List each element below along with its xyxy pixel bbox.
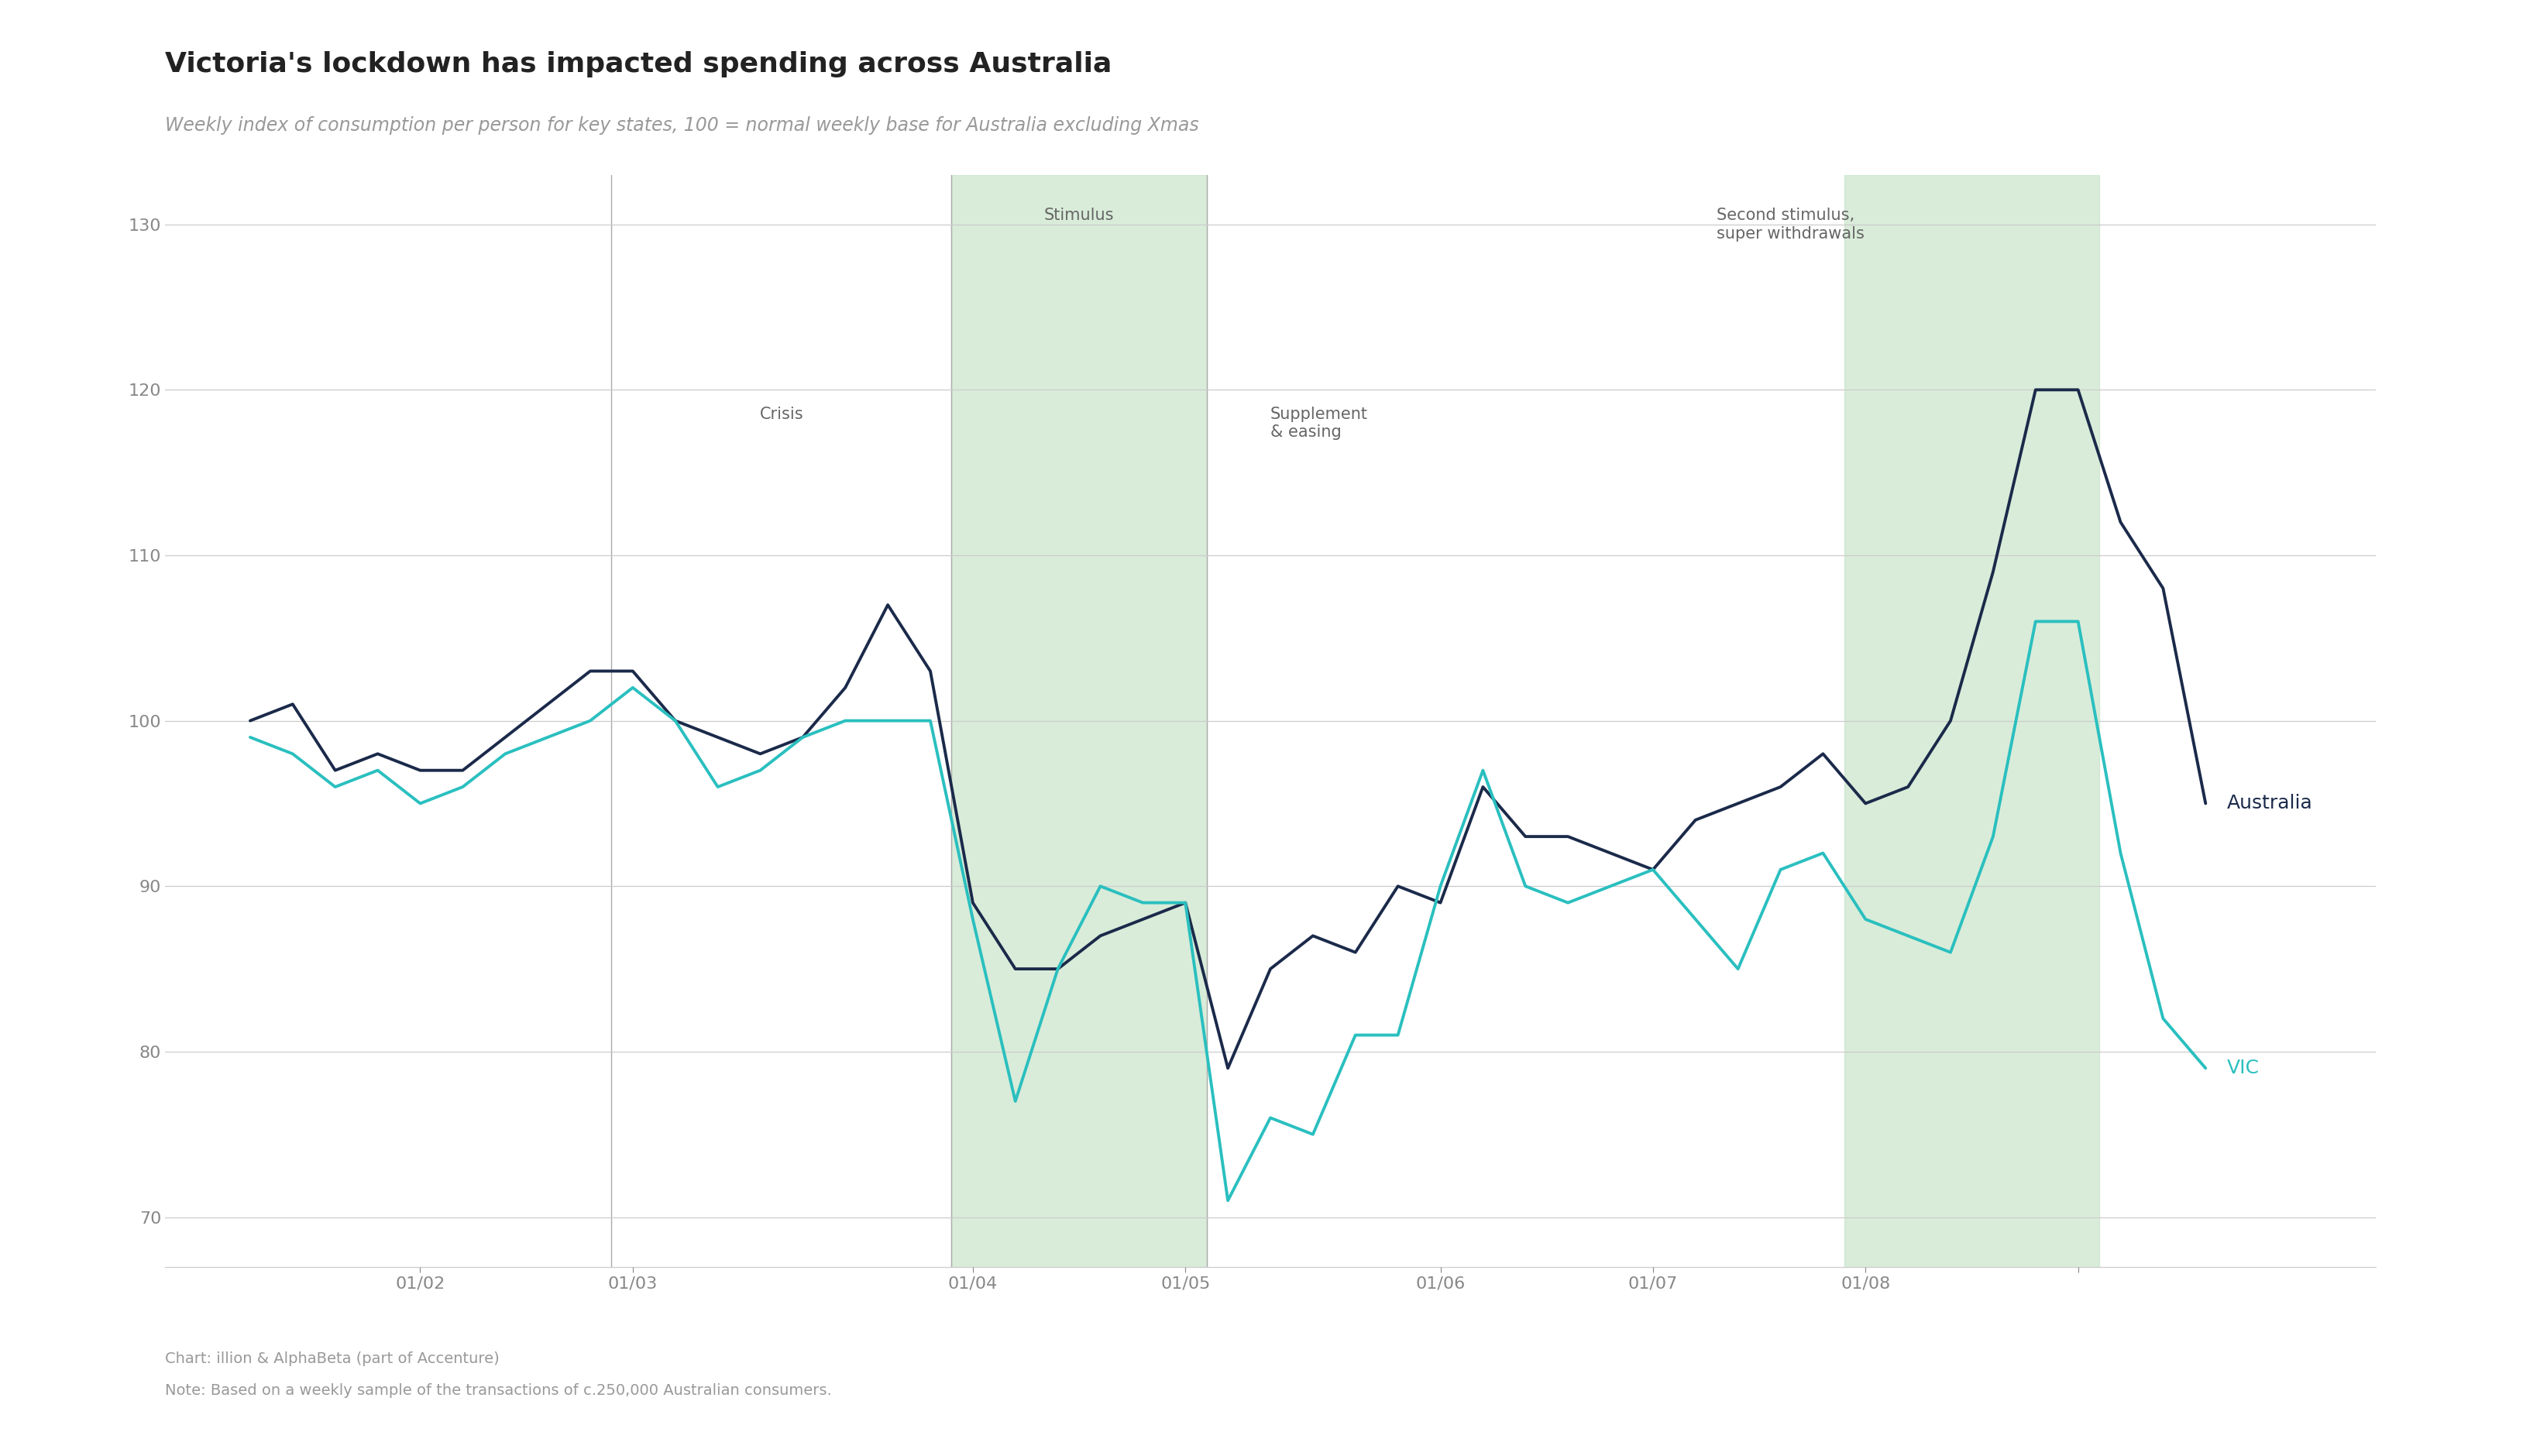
Text: Victoria's lockdown has impacted spending across Australia: Victoria's lockdown has impacted spendin… xyxy=(165,51,1113,77)
Bar xyxy=(1844,175,2098,1267)
Text: Chart: illion & AlphaBeta (part of Accenture): Chart: illion & AlphaBeta (part of Accen… xyxy=(165,1351,500,1366)
Text: Supplement
& easing: Supplement & easing xyxy=(1270,406,1367,440)
Text: Stimulus: Stimulus xyxy=(1044,208,1115,223)
Text: Second stimulus,
super withdrawals: Second stimulus, super withdrawals xyxy=(1717,208,1864,242)
Text: Crisis: Crisis xyxy=(759,406,803,422)
Bar xyxy=(952,175,1206,1267)
Text: Weekly index of consumption per person for key states, 100 = normal weekly base : Weekly index of consumption per person f… xyxy=(165,116,1199,135)
Text: VIC: VIC xyxy=(2225,1059,2258,1077)
Text: Note: Based on a weekly sample of the transactions of c.250,000 Australian consu: Note: Based on a weekly sample of the tr… xyxy=(165,1383,831,1398)
Text: Australia: Australia xyxy=(2225,794,2311,812)
